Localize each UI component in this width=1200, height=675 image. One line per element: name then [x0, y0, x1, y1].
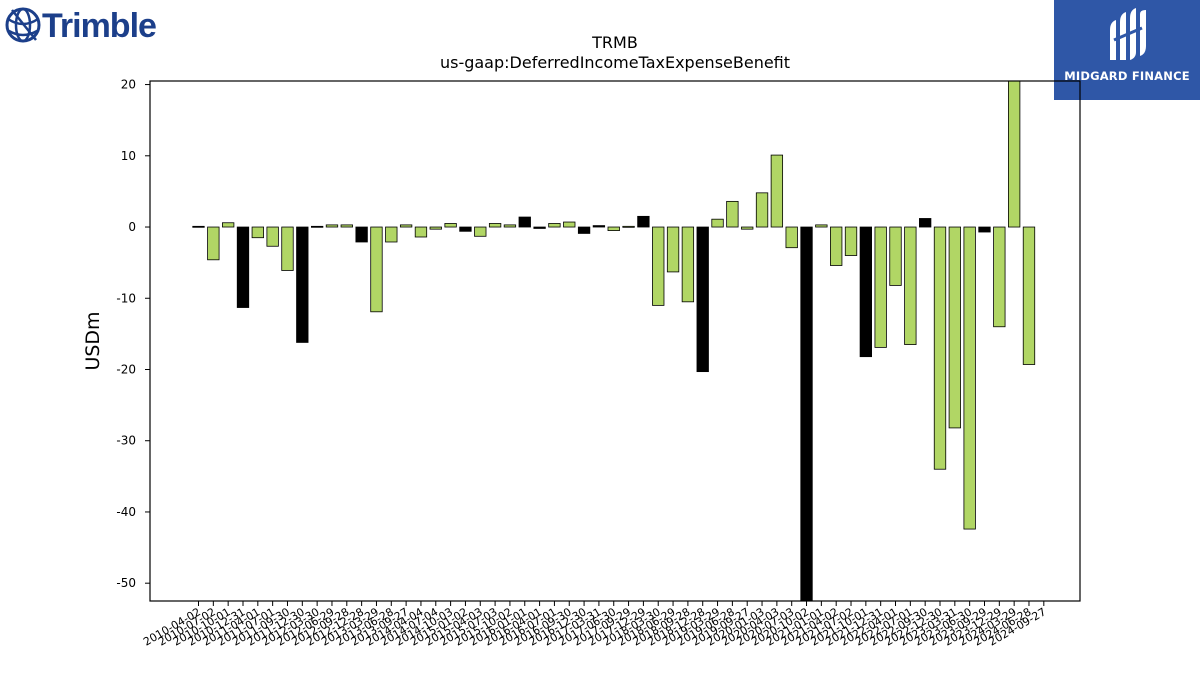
bar-2013-06-28: [385, 226, 398, 243]
bar-2024-06-28: [1022, 226, 1036, 365]
bar-2016-12-30: [577, 226, 591, 234]
bar-2015-07-03: [488, 223, 502, 228]
bar-2017-09-29: [622, 225, 635, 228]
bar-2015-01-02: [459, 226, 472, 232]
plot-frame: [149, 80, 1081, 602]
bar-2019-09-27: [741, 226, 754, 230]
y-axis-label: USDm: [82, 311, 104, 370]
bar-2012-03-30: [310, 225, 324, 228]
bar-2011-12-30: [296, 226, 309, 343]
y-tick-label: -40: [116, 505, 136, 519]
bar-2016-01-01: [518, 216, 531, 228]
bar-2014-04-04: [414, 226, 428, 238]
bar-2017-12-29: [637, 215, 650, 228]
trimble-logo: Trimble: [4, 4, 174, 46]
midgard-emblem-icon: [1110, 8, 1146, 60]
bar-2018-03-30: [652, 226, 665, 306]
midgard-finance-logo: MIDGARD FINANCE: [1054, 0, 1200, 100]
y-tick-label: 10: [121, 149, 136, 163]
bar-2010-04-02: [192, 225, 205, 228]
y-tick-label: 0: [128, 220, 136, 234]
bar-2021-01-01: [815, 224, 828, 228]
chart-subtitle: us-gaap:DeferredIncomeTaxExpenseBenefit: [440, 53, 790, 72]
bar-2018-09-28: [681, 226, 695, 303]
bar-2022-09-30: [919, 218, 932, 228]
bar-2019-06-28: [726, 200, 739, 228]
bar-2020-01-03: [755, 192, 769, 228]
bar-2022-07-01: [904, 226, 917, 345]
y-tick-label: -20: [116, 362, 136, 376]
trimble-globe-icon: Trimble: [5, 7, 157, 45]
y-tick-label: -30: [116, 434, 136, 448]
bar-2021-04-02: [830, 226, 843, 266]
bar-2020-04-03: [770, 154, 784, 228]
bar-2016-07-01: [548, 223, 561, 228]
bar-2020-07-03: [785, 226, 798, 249]
bar-2018-06-29: [666, 226, 680, 273]
bar-2011-04-01: [251, 226, 264, 239]
bar-2021-07-02: [844, 226, 858, 256]
bar-2016-04-01: [533, 226, 546, 229]
bar-2020-10-02: [800, 226, 813, 602]
chart-title: TRMB: [591, 33, 638, 52]
trimble-wordmark: Trimble: [42, 7, 156, 45]
y-tick-label: -50: [116, 576, 136, 590]
bar-2023-06-30: [963, 226, 976, 530]
y-axis-ticks: 20 10 0 -10 -20 -30 -40 -50: [116, 78, 150, 590]
bar-2022-12-30: [933, 226, 947, 470]
bar-2012-09-28: [340, 224, 353, 228]
bar-2023-09-29: [978, 226, 991, 233]
bar-2024-03-29: [1008, 80, 1021, 228]
bar-2017-03-31: [592, 225, 606, 228]
bar-2011-07-01: [266, 226, 279, 247]
bar-2021-12-31: [874, 226, 887, 348]
bar-2019-03-29: [711, 218, 724, 228]
y-tick-label: -10: [116, 291, 136, 305]
bar-2010-10-01: [222, 222, 235, 228]
bar-2016-09-30: [563, 221, 576, 228]
midgard-wordmark: MIDGARD FINANCE: [1064, 69, 1190, 83]
x-axis-ticks: 2010-04-022010-07-022010-10-012010-12-31…: [141, 601, 1048, 649]
bar-2010-07-02: [207, 226, 220, 261]
bar-2013-03-29: [370, 226, 383, 313]
bar-2013-09-27: [399, 224, 413, 228]
bar-2012-06-29: [325, 224, 339, 228]
bar-2023-12-29: [993, 226, 1006, 328]
bar-2010-12-31: [236, 226, 250, 308]
bar-2011-09-30: [281, 226, 294, 271]
bar-2014-07-04: [429, 226, 442, 230]
bar-2023-03-31: [948, 226, 961, 429]
bars-group: [192, 80, 1036, 602]
bar-2018-12-28: [696, 226, 709, 373]
bar-2015-10-02: [503, 224, 517, 228]
bar-2022-04-01: [889, 226, 902, 286]
bar-2014-10-03: [444, 223, 457, 228]
bar-2012-12-28: [355, 226, 368, 243]
y-tick-label: 20: [121, 78, 136, 92]
bar-2017-06-30: [607, 226, 620, 231]
bar-2021-10-01: [859, 226, 872, 358]
bar-2015-04-03: [474, 226, 487, 237]
